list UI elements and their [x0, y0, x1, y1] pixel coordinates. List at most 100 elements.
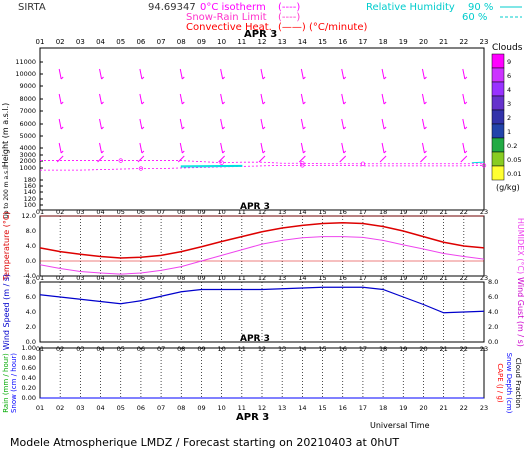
height-tick-label: 9000 [19, 82, 36, 90]
hour-tick-label: 19 [399, 208, 407, 216]
legend-conv-marks: (——) (°C/minute) [278, 22, 368, 33]
precip-tick-label: 0.00 [22, 394, 36, 402]
hour-tick-label: 11 [238, 274, 246, 282]
hour-tick-label: 06 [137, 404, 145, 412]
wind-barb-tip [222, 126, 225, 130]
hour-tick-label: 10 [217, 404, 225, 412]
temp-tick-label: 4.0 [26, 242, 36, 250]
cloud-legend-label: 1 [507, 128, 511, 136]
legend-snow: Snow-Rain Limit [186, 12, 267, 23]
precip-tick-label: 0.20 [22, 384, 36, 392]
hour-tick-label: 09 [197, 208, 205, 216]
hour-tick-label: 01 [36, 345, 44, 353]
legend-isotherm: 0°C isotherm [200, 2, 266, 13]
temp-series-line [39, 221, 485, 259]
wind-barb [341, 142, 345, 154]
wind-barb [300, 68, 304, 80]
hour-tick-label: 21 [439, 208, 447, 216]
wind-barb-tip [181, 76, 185, 80]
hour-tick-label: 10 [217, 38, 226, 46]
hour-tick-label: 14 [298, 404, 306, 412]
snow-ylabel: Snow (cm / hour) [10, 353, 18, 413]
hour-tick-label: 15 [318, 208, 326, 216]
hour-tick-label: 16 [339, 404, 347, 412]
cloud-legend-label: 0.01 [507, 170, 521, 178]
wind-barb-tip [141, 150, 145, 154]
wind-barb-tip [464, 76, 468, 80]
hour-tick-label: 08 [177, 208, 185, 216]
wind-barb [341, 118, 345, 130]
wind-barb-tip [60, 126, 64, 130]
date-label-bottom: APR 3 [236, 412, 269, 423]
cloud-legend-swatch [491, 151, 505, 167]
hour-tick-label: 06 [136, 38, 145, 46]
wind-tick-label: 8.0 [26, 278, 36, 286]
hour-tick-label: 09 [197, 38, 206, 46]
hour-tick-label: 20 [419, 274, 427, 282]
legend-conv: Convective Heat. [186, 22, 272, 33]
cloud-legend-label: 0.2 [507, 142, 517, 150]
wind-barb [462, 93, 466, 105]
wind-barb [421, 93, 425, 105]
wind-tick-label-right: 8.0 [488, 278, 498, 286]
wind-barb [139, 68, 143, 80]
wind-tick-label: 4.0 [26, 308, 36, 316]
isotherm-marker [219, 160, 224, 165]
wind-barb-tip [141, 126, 145, 130]
temp-tick-label: 12.0 [22, 212, 36, 220]
hour-tick-label: 18 [379, 274, 387, 282]
hour-tick-label: 07 [157, 38, 166, 46]
wind-barb-tip [141, 76, 145, 80]
wind-barb-low [97, 155, 104, 163]
cloud-legend-swatch [491, 123, 505, 139]
cloud-legend-label: 4 [507, 86, 511, 94]
isotherm-marker [300, 161, 305, 166]
hour-tick-label: 21 [439, 404, 447, 412]
wind-barb [220, 118, 224, 130]
wind-tick-label-right: 6.0 [488, 293, 498, 301]
wind-barb [99, 68, 103, 80]
hour-tick-label: 06 [137, 208, 145, 216]
hour-tick-label: 07 [157, 274, 165, 282]
hour-tick-label: 17 [359, 274, 367, 282]
wind-barb-tip [383, 126, 387, 130]
hour-tick-label: 04 [96, 404, 104, 412]
date-label-wind: APR 3 [240, 334, 270, 344]
wind-barb [300, 142, 304, 154]
hour-tick-label: 18 [379, 38, 388, 46]
wind-barb-tip [424, 126, 427, 130]
wind-barb-tip [222, 76, 225, 80]
rh-contour [471, 161, 485, 164]
hour-tick-label: 11 [238, 404, 246, 412]
hour-tick-label: 13 [278, 274, 286, 282]
height-tick-label: 1000 [19, 164, 36, 172]
wind-barb-tip [303, 101, 306, 105]
wind-barb [421, 118, 425, 130]
hour-tick-label: 19 [399, 404, 407, 412]
hour-tick-label: 15 [318, 404, 326, 412]
date-label-top: APR 3 [244, 29, 277, 40]
station-label: SIRTA [18, 2, 46, 13]
wind-barb-tip [343, 150, 347, 154]
coords-label: 94.69347 [148, 2, 196, 13]
wind-tick-label: 6.0 [26, 293, 36, 301]
wind-barb-tip [101, 76, 104, 80]
height-tick-label: 6000 [19, 120, 36, 128]
snowdepth-ylabel: Snow Depth (cm) [505, 353, 513, 414]
cloud-legend-swatch [491, 67, 505, 83]
wind-barb [99, 93, 103, 105]
wind-barb [179, 142, 183, 154]
hour-tick-label: 23 [480, 345, 488, 353]
cloud-legend-label: 2 [507, 114, 511, 122]
hour-tick-label: 16 [339, 274, 347, 282]
wind-tick-label: 0.0 [26, 338, 36, 346]
hour-tick-label: 23 [480, 38, 489, 46]
wind-barb-tip [343, 101, 347, 105]
cloud-legend-swatch [491, 137, 505, 153]
hour-tick-label: 07 [157, 208, 165, 216]
hour-tick-label: 03 [76, 404, 84, 412]
wind-tick-label-right: 2.0 [488, 323, 498, 331]
temp-tick-label: 8.0 [26, 227, 36, 235]
hour-tick-label: 05 [117, 404, 125, 412]
hour-tick-label: 12 [258, 404, 266, 412]
